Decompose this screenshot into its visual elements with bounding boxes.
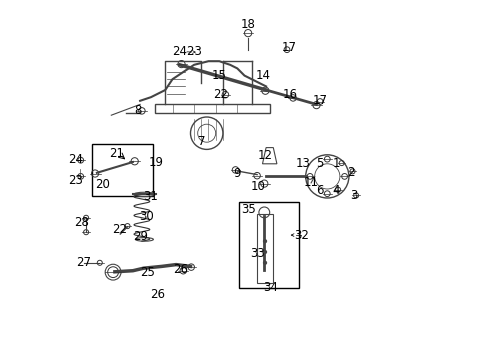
Text: 21: 21 [109,147,124,160]
Text: 13: 13 [295,157,310,170]
Text: 24: 24 [68,153,83,166]
Text: 2423: 2423 [172,45,202,58]
Text: 29: 29 [133,230,148,243]
Text: 26: 26 [173,263,187,276]
Text: 35: 35 [241,203,256,216]
Text: 30: 30 [139,210,154,222]
Text: 20: 20 [95,178,110,191]
Text: 28: 28 [74,216,89,229]
Bar [91,144,152,196]
Text: 7: 7 [198,135,205,148]
Text: 18: 18 [240,18,255,31]
Text: 17: 17 [282,41,296,54]
Bar [257,214,273,283]
Text: 26: 26 [150,288,164,301]
Text: 16: 16 [282,88,297,101]
Circle shape [263,261,266,264]
Text: 14: 14 [255,69,270,82]
Text: 5: 5 [316,157,323,170]
Text: 3: 3 [349,189,357,202]
Text: 27: 27 [76,256,91,269]
Text: 6: 6 [316,184,323,197]
Text: 33: 33 [249,247,264,260]
Text: 17: 17 [312,94,327,107]
Text: 22: 22 [111,223,126,236]
Text: 1: 1 [331,157,339,170]
Bar [154,104,269,113]
Text: 11: 11 [303,176,318,189]
Circle shape [263,240,266,243]
Text: 23: 23 [68,174,83,187]
Text: 22: 22 [213,88,228,101]
Bar [239,202,298,288]
Text: 4: 4 [331,184,339,197]
Text: 2: 2 [346,166,354,179]
Text: 25: 25 [140,266,154,279]
Text: 32: 32 [293,229,308,242]
Text: 9: 9 [233,167,241,180]
Text: 15: 15 [211,69,226,82]
Text: 34: 34 [263,281,277,294]
Text: 10: 10 [250,180,265,193]
Text: 31: 31 [142,190,157,203]
Text: 12: 12 [257,149,272,162]
Circle shape [263,251,266,253]
Text: 19: 19 [148,156,163,169]
Text: 8: 8 [134,104,142,117]
